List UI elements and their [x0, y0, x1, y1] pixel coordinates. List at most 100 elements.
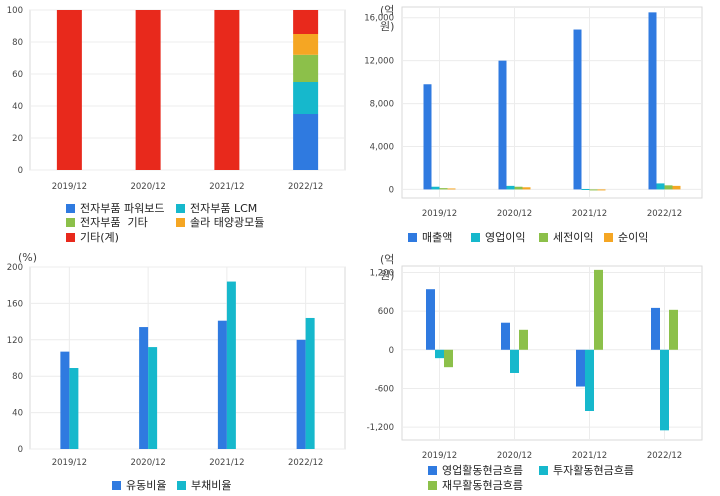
bar	[293, 10, 319, 34]
plot-area	[29, 266, 346, 450]
legend-swatch	[428, 481, 437, 490]
y-tick-label: 20	[12, 134, 23, 144]
legend-label: 전자부품 LCM	[190, 202, 258, 215]
x-tick-label: 2019/12	[422, 451, 457, 461]
bar	[660, 349, 669, 431]
bar	[296, 339, 306, 449]
plot-area	[29, 9, 346, 171]
bar	[305, 317, 315, 449]
y-tick-label: 16,000	[364, 14, 394, 24]
legend-swatch	[66, 204, 75, 213]
y-tick-label: 8,000	[370, 100, 394, 110]
unit-label: (억원)	[380, 253, 395, 282]
bar	[426, 289, 435, 350]
legend-swatch	[112, 481, 121, 490]
bar	[514, 186, 523, 190]
y-tick-label: 0	[18, 166, 23, 176]
bar	[501, 322, 510, 350]
bar	[576, 349, 585, 387]
y-tick-label: 80	[12, 372, 23, 382]
cashflow-chart: -1,200 -600 0 600 1,200 2019/12 2020/12 2021/12…	[367, 265, 703, 461]
bar	[439, 188, 448, 190]
x-tick-label: 2021/12	[572, 451, 607, 461]
legend-swatch	[539, 466, 548, 475]
x-tick-label: 2021/12	[572, 209, 607, 219]
legend-item-series-0[interactable]: 매출액	[408, 229, 452, 245]
bar	[672, 185, 681, 190]
bar	[510, 349, 519, 373]
x-tick-label: 2020/12	[130, 182, 165, 192]
legend-label: 재무활동현금흐름	[442, 479, 523, 492]
bar	[435, 349, 444, 359]
legend-label: 솔라 태양광모듈	[190, 216, 265, 229]
legend-label: 순이익	[618, 231, 649, 244]
legend-item-series-0[interactable]: 유동비율	[112, 477, 166, 493]
bar	[594, 269, 603, 350]
y-tick-label: 0	[389, 346, 394, 356]
y-tick-label: 120	[7, 336, 23, 346]
legend-item-series-1[interactable]: 전자부품 LCM	[176, 200, 257, 216]
legend-item-series-3[interactable]: 순이익	[604, 229, 648, 245]
bar	[573, 29, 582, 190]
bar	[656, 183, 665, 190]
legend-label: 부채비율	[191, 479, 232, 492]
bar	[669, 309, 678, 350]
bar	[651, 307, 660, 350]
legend-swatch	[408, 233, 417, 242]
bar	[585, 349, 594, 411]
legend-swatch	[66, 233, 75, 242]
legend-label: 기타(계)	[80, 231, 119, 244]
legend-swatch	[66, 218, 75, 227]
bar	[431, 186, 440, 190]
bar	[60, 351, 70, 449]
y-tick-label: 40	[12, 409, 23, 419]
bar	[139, 327, 149, 449]
x-tick-label: 2020/12	[130, 458, 165, 468]
y-tick-label: 0	[389, 185, 394, 195]
legend-swatch	[539, 233, 548, 242]
y-tick-label: 160	[7, 299, 23, 309]
bar	[519, 329, 528, 350]
unit-label: (억원)	[380, 4, 395, 33]
x-tick-label: 2020/12	[497, 209, 532, 219]
legend-item-series-4[interactable]: 기타(계)	[66, 229, 119, 245]
bar	[293, 114, 319, 170]
x-tick-label: 2022/12	[647, 451, 682, 461]
legend-label: 전자부품 기타	[80, 216, 148, 229]
bar	[597, 189, 606, 191]
composition-legend: 전자부품 파워보드 전자부품 LCM 전자부품 기타 솔라 태양광모듈 기타(계…	[0, 0, 360, 250]
x-tick-label: 2019/12	[52, 458, 87, 468]
bar	[498, 60, 507, 190]
y-tick-label: -600	[375, 384, 394, 394]
legend-item-series-2[interactable]: 재무활동현금흐름	[428, 477, 523, 493]
bar	[214, 10, 240, 170]
income-legend: 매출액 영업이익 세전이익 순이익	[408, 229, 648, 245]
legend-label: 세전이익	[553, 231, 594, 244]
legend-item-series-1[interactable]: 영업이익	[471, 229, 525, 245]
legend-item-series-2[interactable]: 전자부품 기타	[66, 214, 148, 230]
bar	[664, 185, 673, 190]
legend-label: 매출액	[422, 231, 453, 244]
legend-swatch	[604, 233, 613, 242]
legend-item-series-0[interactable]: 전자부품 파워보드	[66, 200, 164, 216]
legend-item-series-1[interactable]: 부채비율	[177, 477, 231, 493]
legend-label: 유동비율	[126, 479, 167, 492]
y-tick-label: 12,000	[364, 57, 394, 67]
ratio-chart: 0 40 80 120 160 200 2019/12 2020/12 2021/12 2022/…	[7, 263, 346, 468]
bar	[293, 54, 319, 82]
ratio-legend: 유동비율 부채비율	[112, 477, 231, 493]
legend-item-series-1[interactable]: 투자활동현금흐름	[539, 462, 634, 478]
bar	[293, 82, 319, 114]
legend-item-series-2[interactable]: 세전이익	[539, 229, 593, 245]
bar	[648, 12, 657, 190]
legend-item-series-3[interactable]: 솔라 태양광모듈	[176, 214, 264, 230]
x-tick-label: 2022/12	[288, 182, 323, 192]
legend-item-series-0[interactable]: 영업활동현금흐름	[428, 462, 523, 478]
bar	[444, 349, 453, 368]
income-chart: 0 4,000 8,000 12,000 16,000 2019/12 2020/12 202…	[364, 6, 703, 219]
x-tick-label: 2019/12	[422, 209, 457, 219]
bar	[217, 320, 227, 449]
legend-label: 투자활동현금흐름	[553, 464, 634, 477]
legend-label: 영업활동현금흐름	[442, 464, 523, 477]
y-tick-label: 0	[18, 445, 23, 455]
